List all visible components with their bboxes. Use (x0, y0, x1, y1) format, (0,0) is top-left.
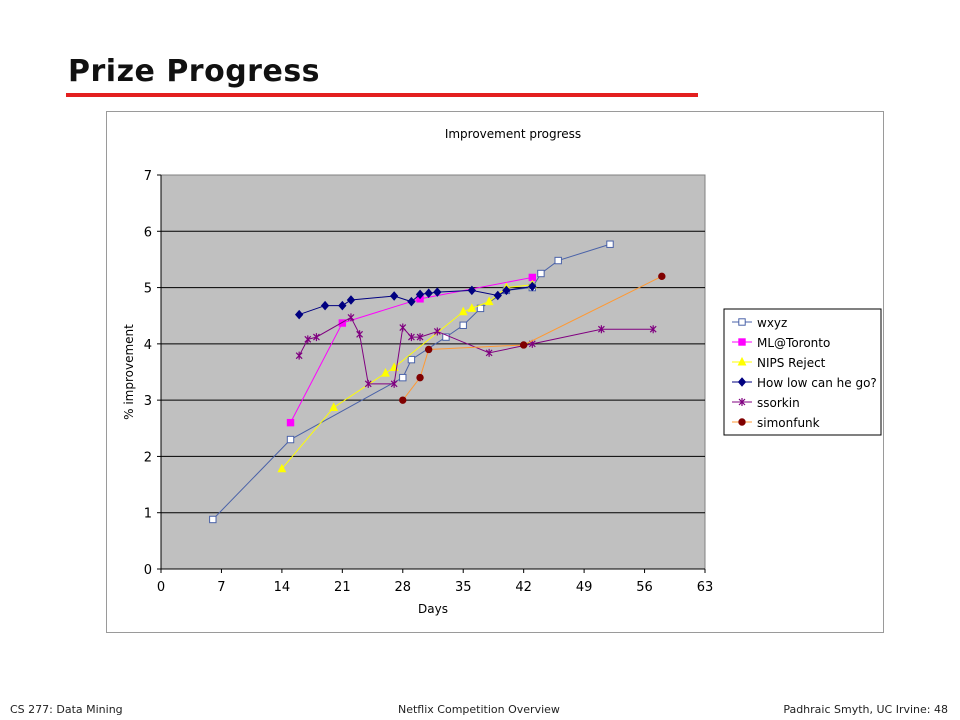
data-point-simonfunk (519, 341, 528, 349)
data-point-how-low-can-he-go (415, 289, 425, 300)
data-point-wxyz (442, 333, 450, 341)
footer-course: CS 277: Data Mining (10, 703, 123, 716)
footer-page: Padhraic Smyth, UC Irvine: 48 (783, 703, 948, 716)
data-point-simonfunk (658, 272, 666, 281)
y-tick-label: 7 (144, 169, 152, 184)
title-underline (66, 93, 698, 97)
data-point-nips-reject (484, 296, 494, 306)
x-tick-label: 42 (515, 580, 532, 595)
x-tick-label: 21 (334, 580, 351, 595)
data-point-wxyz (286, 435, 295, 444)
data-point-ssorkin (649, 325, 657, 334)
data-point-ml-toronto (286, 418, 295, 427)
x-tick-label: 35 (455, 580, 472, 595)
legend-label-nips-reject: NIPS Reject (757, 356, 826, 370)
y-tick-label: 4 (144, 338, 152, 353)
data-point-ssorkin (407, 333, 415, 342)
data-point-ssorkin (390, 379, 398, 388)
data-point-how-low-can-he-go (424, 288, 433, 298)
chart-frame: 0 1 2 3 4 5 6 7 0 7 14 21 28 35 42 49 56 63 Improvement pr… (106, 111, 884, 633)
data-point-ssorkin (416, 333, 424, 342)
y-tick-label: 1 (144, 507, 152, 522)
data-point-nips-reject (389, 362, 399, 371)
x-tick-label: 49 (576, 580, 593, 595)
data-point-wxyz (209, 515, 217, 524)
y-tick-label: 5 (144, 282, 152, 297)
data-point-nips-reject (458, 306, 468, 316)
data-point-simonfunk (424, 345, 433, 354)
legend-marker-nips-reject (737, 356, 747, 366)
legend-label-ssorkin: ssorkin (757, 396, 800, 410)
data-point-wxyz (537, 269, 545, 278)
data-point-ssorkin (399, 323, 407, 332)
y-tick-label: 3 (144, 394, 152, 409)
legend-box (723, 308, 882, 436)
y-axis-label: % improvement (122, 324, 136, 420)
x-tick-label: 7 (217, 580, 225, 595)
data-point-nips-reject (277, 463, 287, 473)
data-point-ssorkin (485, 348, 493, 357)
data-point-how-low-can-he-go (389, 291, 399, 301)
footer-topic: Netflix Competition Overview (398, 703, 560, 716)
data-point-wxyz (554, 256, 562, 265)
data-point-ssorkin (433, 327, 441, 336)
data-point-wxyz (399, 373, 407, 382)
y-tick-label: 6 (144, 225, 152, 240)
data-point-how-low-can-he-go (493, 290, 502, 301)
legend-marker-ssorkin (738, 398, 746, 406)
x-tick-label: 14 (274, 580, 291, 595)
data-point-ssorkin (295, 351, 303, 360)
legend-label-wxyz: wxyz (757, 316, 787, 330)
legend-marker-ml-toronto (738, 338, 746, 346)
data-point-nips-reject (381, 368, 390, 377)
data-point-nips-reject (329, 402, 339, 411)
data-point-how-low-can-he-go (294, 309, 304, 320)
legend-marker-simonfunk (738, 418, 746, 426)
x-tick-label: 0 (157, 580, 165, 595)
data-point-how-low-can-he-go (407, 296, 416, 307)
data-point-ssorkin (356, 330, 364, 339)
x-tick-label: 56 (636, 580, 653, 595)
data-point-wxyz (407, 355, 416, 364)
chart-title: Improvement progress (445, 127, 581, 141)
data-point-ssorkin (304, 335, 312, 344)
data-point-ml-toronto (338, 319, 347, 327)
data-point-how-low-can-he-go (502, 285, 511, 296)
data-point-how-low-can-he-go (467, 285, 477, 296)
x-axis-label: Days (418, 602, 448, 616)
legend-label-simonfunk: simonfunk (757, 416, 820, 430)
legend-marker-wxyz (738, 318, 746, 326)
legend-marker-how-low-can-he-go (737, 377, 747, 387)
x-tick-label: 63 (697, 580, 714, 595)
data-point-wxyz (459, 321, 467, 329)
data-point-how-low-can-he-go (346, 295, 356, 305)
legend-label-ml-toronto: ML@Toronto (757, 336, 830, 350)
plot-area (160, 174, 706, 570)
data-point-how-low-can-he-go (320, 300, 330, 311)
data-point-ssorkin (313, 333, 320, 342)
y-tick-label: 0 (144, 563, 152, 578)
data-point-ssorkin (597, 325, 605, 334)
data-point-nips-reject (467, 303, 477, 312)
data-point-wxyz (606, 240, 614, 248)
data-point-simonfunk (416, 373, 424, 382)
data-point-ssorkin (364, 379, 372, 388)
legend-label-how-low-can-he-go: How low can he go? (757, 376, 877, 390)
data-point-how-low-can-he-go (338, 300, 347, 311)
y-tick-label: 2 (144, 450, 152, 465)
slide-title: Prize Progress (68, 54, 321, 89)
data-point-how-low-can-he-go (528, 281, 537, 292)
data-point-how-low-can-he-go (433, 287, 442, 297)
data-point-ssorkin (347, 313, 355, 322)
data-point-simonfunk (399, 396, 407, 404)
series-line-ml-toronto (290, 276, 533, 423)
x-tick-label: 28 (395, 580, 412, 595)
